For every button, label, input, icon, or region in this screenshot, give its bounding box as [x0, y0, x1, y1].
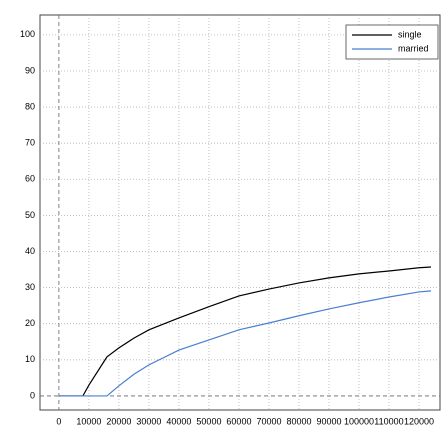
data-line [58, 290, 432, 397]
y-tick-label: 10 [25, 354, 35, 364]
x-tick-label: 40000 [166, 416, 191, 426]
y-tick-label: 70 [25, 138, 35, 148]
x-tick-label: 70000 [256, 416, 281, 426]
y-tick-label: 80 [25, 101, 35, 111]
x-tick-label: 80000 [286, 416, 311, 426]
y-tick-label: 100 [20, 29, 35, 39]
data-line [58, 266, 432, 397]
y-tick-label: 90 [25, 65, 35, 75]
x-tick-label: 10000 [76, 416, 101, 426]
y-tick-label: 40 [25, 246, 35, 256]
y-tick-label: 30 [25, 282, 35, 292]
x-tick-label: 50000 [196, 416, 221, 426]
legend-label: single [398, 29, 422, 39]
x-tick-label: 120000 [404, 416, 434, 426]
legend-label: married [398, 43, 429, 53]
y-tick-label: 60 [25, 174, 35, 184]
x-tick-label: 110000 [374, 416, 403, 426]
x-tick-label: 60000 [226, 416, 251, 426]
x-tick-label: 90000 [316, 416, 341, 426]
x-tick-label: 100000 [344, 416, 374, 426]
x-tick-label: 20000 [106, 416, 131, 426]
y-tick-label: 0 [30, 390, 35, 400]
y-tick-label: 50 [25, 210, 35, 220]
x-tick-label: 0 [56, 416, 61, 426]
legend-box [345, 24, 439, 60]
y-tick-label: 20 [25, 318, 35, 328]
x-tick-label: 30000 [136, 416, 161, 426]
plot-frame [39, 14, 441, 411]
